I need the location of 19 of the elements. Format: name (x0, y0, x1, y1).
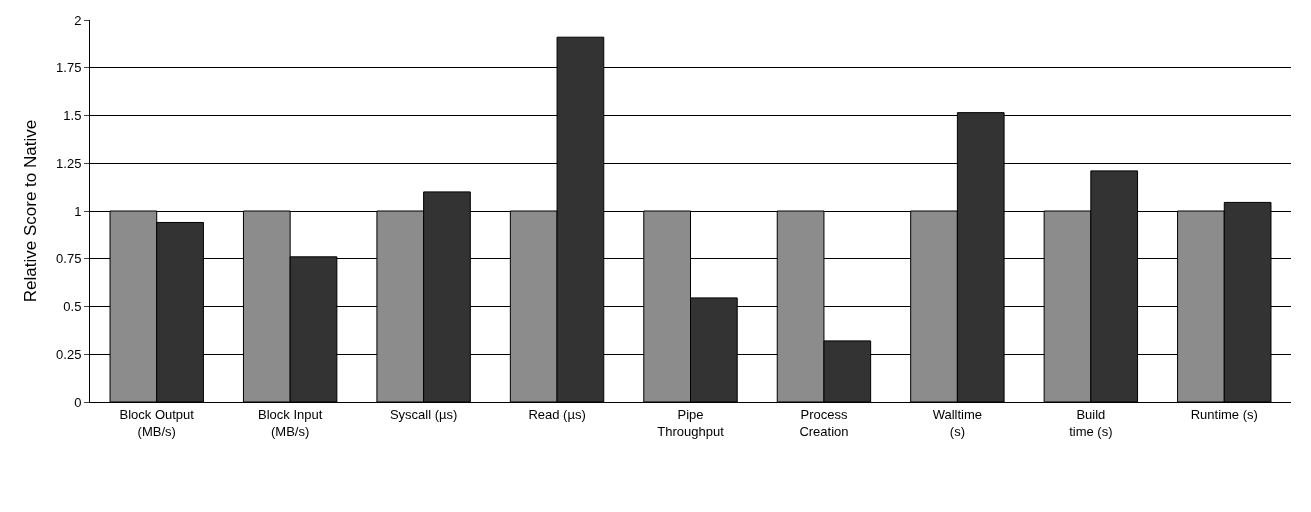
y-tick-label: 2 (74, 12, 82, 28)
y-tick-label: 0.75 (56, 251, 82, 267)
y-tick-label: 1.25 (56, 155, 82, 171)
x-tick-label: Syscall (µs) (389, 406, 458, 422)
x-tick-label: Process Creation (799, 406, 849, 439)
x-tick-label: Read (µs) (528, 406, 586, 422)
x-tick-label: Pipe Throughput (657, 406, 725, 439)
y-tick-label: 0.5 (63, 299, 82, 315)
y-tick-label: 0 (74, 394, 82, 410)
y-tick-label: 0.25 (56, 346, 82, 362)
x-tick-label: Build time (s) (1069, 406, 1113, 439)
y-tick-label: 1.75 (56, 60, 82, 76)
y-tick-label: 1.5 (63, 108, 82, 124)
x-tick-label: Walltime (s) (932, 406, 983, 439)
x-tick-label: Block Input (MB/s) (258, 406, 323, 439)
x-tick-label: Block Output (MB/s) (119, 406, 195, 439)
y-tick-label: 1 (74, 203, 82, 219)
x-tick-label: Runtime (s) (1190, 406, 1258, 422)
y-axis-title: Relative Score to Native (20, 119, 40, 303)
